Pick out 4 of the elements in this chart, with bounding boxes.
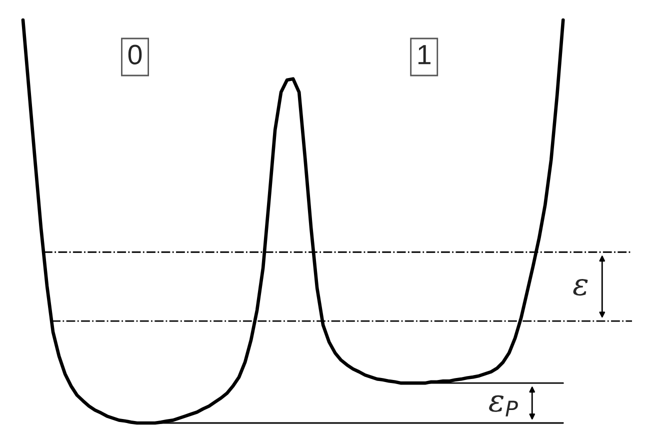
annotation: 0 (128, 44, 142, 64)
annotation: 1 (418, 45, 430, 64)
text: ε (573, 278, 588, 296)
annotation: ε$_{P}$ (489, 395, 518, 416)
